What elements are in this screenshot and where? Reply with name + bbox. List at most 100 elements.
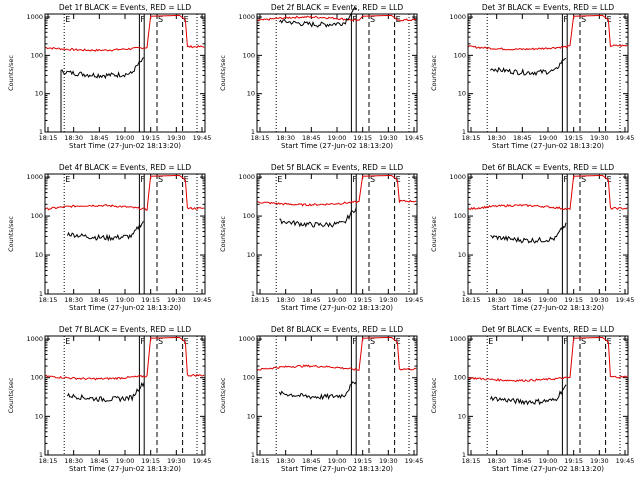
- plot-frame: [467, 13, 629, 133]
- y-axis-label: Counts/sec: [430, 216, 438, 252]
- x-tick-label: 19:30: [590, 134, 609, 142]
- plot-frame: [44, 13, 206, 133]
- x-tick-label: 19:30: [379, 457, 398, 465]
- x-tick-label: 19:00: [539, 296, 558, 304]
- x-tick-label: 19:45: [405, 296, 424, 304]
- marker-label: E: [184, 15, 189, 24]
- y-axis-label: Counts/sec: [7, 377, 15, 413]
- x-tick-label: 18:15: [251, 134, 270, 142]
- x-axis-label: Start Time (27-Jun-02 18:13:20): [492, 304, 604, 312]
- lld-series-line: [256, 14, 417, 22]
- panel-det-5: Det 5f BLACK = Events, RED = LLD Counts/s…: [219, 163, 423, 312]
- y-tick-label: 1000: [449, 13, 466, 21]
- x-axis-label: Start Time (27-Jun-02 18:13:20): [492, 465, 604, 473]
- events-series-line: [490, 222, 567, 244]
- y-axis-label: Counts/sec: [7, 216, 15, 252]
- y-tick-label: 1: [39, 290, 43, 298]
- y-tick-label: 10: [247, 90, 255, 98]
- x-tick-label: 19:15: [353, 457, 372, 465]
- lld-series-line: [256, 336, 417, 371]
- x-tick-label: 19:30: [379, 134, 398, 142]
- y-tick-label: 1000: [26, 13, 43, 21]
- panel-title: Det 3f BLACK = Events, RED = LLD: [482, 3, 615, 12]
- x-tick-label: 19:00: [328, 296, 347, 304]
- x-tick-label: 18:45: [90, 134, 109, 142]
- y-tick-label: 100: [243, 51, 255, 59]
- panel-det-3: Det 3f BLACK = Events, RED = LLD Counts/s…: [430, 3, 634, 150]
- y-tick-label: 1000: [238, 13, 255, 21]
- panel-title: Det 6f BLACK = Events, RED = LLD: [482, 163, 615, 172]
- x-tick-label: 19:30: [590, 296, 609, 304]
- x-tick-label: 19:15: [141, 296, 160, 304]
- x-tick-label: 18:30: [487, 134, 506, 142]
- marker-label: F: [563, 337, 568, 346]
- panel-title: Det 2f BLACK = Events, RED = LLD: [271, 3, 404, 12]
- x-tick-label: 18:30: [64, 457, 83, 465]
- x-tick-label: 18:15: [462, 296, 481, 304]
- y-tick-label: 1: [462, 290, 466, 298]
- marker-label: E: [184, 175, 189, 184]
- plot-frame: [44, 173, 206, 295]
- x-tick-label: 18:15: [251, 296, 270, 304]
- panel-det-1: Det 1f BLACK = Events, RED = LLD Counts/s…: [7, 3, 211, 150]
- y-tick-label: 100: [31, 51, 43, 59]
- marker-label: F: [140, 337, 145, 346]
- y-tick-label: 1000: [449, 173, 466, 181]
- x-tick-label: 19:45: [193, 457, 212, 465]
- y-tick-label: 1000: [449, 335, 466, 343]
- panel-det-9: Det 9f BLACK = Events, RED = LLD Counts/s…: [430, 325, 634, 473]
- y-tick-label: 1: [39, 128, 43, 136]
- lld-series-line: [44, 336, 205, 381]
- marker-label: S: [370, 337, 375, 346]
- y-tick-label: 100: [31, 374, 43, 382]
- y-tick-label: 1: [462, 451, 466, 459]
- marker-label: F: [140, 15, 145, 24]
- x-axis-label: Start Time (27-Jun-02 18:13:20): [69, 465, 181, 473]
- plot-frame: [467, 335, 629, 456]
- x-tick-label: 18:15: [39, 457, 58, 465]
- panel-title: Det 7f BLACK = Events, RED = LLD: [59, 325, 192, 334]
- x-tick-label: 19:30: [590, 457, 609, 465]
- x-tick-label: 19:45: [616, 457, 635, 465]
- marker-label: S: [581, 337, 586, 346]
- y-tick-label: 100: [243, 374, 255, 382]
- marker-label: S: [581, 15, 586, 24]
- x-tick-label: 18:15: [251, 457, 270, 465]
- plot-frame: [44, 335, 206, 456]
- plot-frame: [256, 335, 418, 456]
- x-tick-label: 18:30: [276, 134, 295, 142]
- panel-det-8: Det 8f BLACK = Events, RED = LLD Counts/s…: [219, 325, 423, 473]
- events-series-line: [66, 381, 145, 403]
- panel-title: Det 4f BLACK = Events, RED = LLD: [59, 163, 192, 172]
- y-tick-label: 1: [251, 451, 255, 459]
- y-tick-label: 1: [251, 128, 255, 136]
- events-series-line: [60, 57, 145, 132]
- x-tick-label: 18:45: [513, 296, 532, 304]
- marker-label: S: [158, 15, 163, 24]
- y-tick-label: 10: [35, 90, 43, 98]
- y-tick-label: 100: [454, 51, 466, 59]
- marker-label: F: [140, 175, 145, 184]
- panel-title: Det 5f BLACK = Events, RED = LLD: [271, 163, 404, 172]
- x-tick-label: 19:30: [167, 457, 186, 465]
- events-series-line: [489, 384, 567, 406]
- y-tick-label: 1000: [238, 173, 255, 181]
- y-tick-label: 100: [31, 212, 43, 220]
- lld-series-line: [256, 174, 417, 207]
- y-tick-label: 1000: [26, 335, 43, 343]
- x-tick-label: 18:45: [90, 296, 109, 304]
- marker-label: S: [370, 175, 375, 184]
- y-tick-label: 10: [247, 412, 255, 420]
- marker-label: S: [370, 15, 375, 24]
- x-tick-label: 19:45: [616, 134, 635, 142]
- x-tick-label: 19:00: [116, 457, 135, 465]
- marker-label: E: [65, 15, 70, 24]
- panel-det-7: Det 7f BLACK = Events, RED = LLD Counts/s…: [7, 325, 211, 473]
- x-tick-label: 19:15: [564, 296, 583, 304]
- x-axis-label: Start Time (27-Jun-02 18:13:20): [492, 142, 604, 150]
- x-tick-label: 18:30: [487, 296, 506, 304]
- y-tick-label: 100: [454, 212, 466, 220]
- y-tick-label: 10: [247, 251, 255, 259]
- marker-label: E: [184, 337, 189, 346]
